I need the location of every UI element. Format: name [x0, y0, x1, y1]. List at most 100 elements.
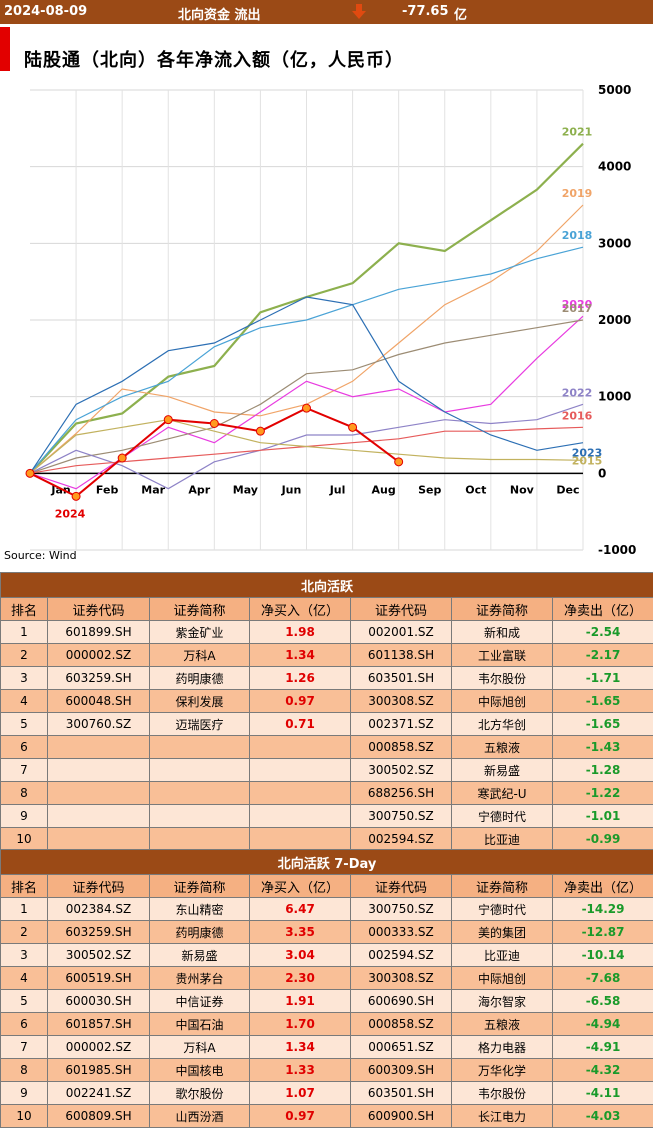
- series-label-2018: 2018: [562, 229, 593, 242]
- table-cell: 新易盛: [452, 759, 553, 782]
- table-cell: 1.26: [250, 667, 351, 690]
- table-cell: 7: [1, 1036, 48, 1059]
- table-cell: 韦尔股份: [452, 667, 553, 690]
- table-cell: 9: [1, 1082, 48, 1105]
- table-cell: 300750.SZ: [351, 805, 452, 828]
- header-unit: 亿: [454, 4, 467, 23]
- series-label-2016: 2016: [562, 409, 593, 422]
- table-cell: -1.65: [553, 690, 653, 713]
- table-cell: 5: [1, 990, 48, 1013]
- table-cell: 迈瑞医疗: [150, 713, 250, 736]
- x-tick-label: Feb: [96, 483, 119, 496]
- table-cell: 歌尔股份: [150, 1082, 250, 1105]
- table-cell: -1.22: [553, 782, 653, 805]
- x-tick-label: Sep: [418, 483, 441, 496]
- table-cell: [150, 736, 250, 759]
- table-cell: -2.17: [553, 644, 653, 667]
- table-cell: 工业富联: [452, 644, 553, 667]
- table-cell: 五粮液: [452, 736, 553, 759]
- x-tick-label: Jul: [329, 483, 346, 496]
- series-label-2024: 2024: [55, 507, 86, 520]
- table-cell: 2: [1, 644, 48, 667]
- table-cell: 新和成: [452, 621, 553, 644]
- table-cell: 五粮液: [452, 1013, 553, 1036]
- chart-source: Source: Wind: [4, 549, 77, 562]
- table-cell: [250, 828, 351, 851]
- table-cell: [250, 759, 351, 782]
- table-cell: 保利发展: [150, 690, 250, 713]
- table-cell: 600809.SH: [48, 1105, 150, 1128]
- y-tick-label: 0: [598, 466, 606, 480]
- table-cell: 601899.SH: [48, 621, 150, 644]
- down-arrow-icon: [352, 4, 366, 20]
- table-cell: -1.01: [553, 805, 653, 828]
- table-cell: 海尔智家: [452, 990, 553, 1013]
- table-cell: 万科A: [150, 1036, 250, 1059]
- series-point-2024: [349, 423, 357, 431]
- table-cell: [150, 759, 250, 782]
- table-cell: -1.28: [553, 759, 653, 782]
- table-cell: 1.70: [250, 1013, 351, 1036]
- table-cell: 1.33: [250, 1059, 351, 1082]
- table-cell: 600309.SH: [351, 1059, 452, 1082]
- table-cell: 比亚迪: [452, 944, 553, 967]
- column-header: 证券简称: [150, 875, 250, 898]
- table-cell: 2.30: [250, 967, 351, 990]
- table-cell: 8: [1, 1059, 48, 1082]
- table-cell: -12.87: [553, 921, 653, 944]
- x-tick-label: Nov: [510, 483, 535, 496]
- table-cell: 3: [1, 944, 48, 967]
- table-cell: 1.34: [250, 644, 351, 667]
- table-cell: 300750.SZ: [351, 898, 452, 921]
- x-tick-label: May: [233, 483, 258, 496]
- x-tick-label: Dec: [556, 483, 579, 496]
- table-cell: 药明康德: [150, 921, 250, 944]
- table-cell: 寒武纪-U: [452, 782, 553, 805]
- table-cell: 美的集团: [452, 921, 553, 944]
- series-label-2019: 2019: [562, 187, 593, 200]
- table-cell: -4.32: [553, 1059, 653, 1082]
- table-cell: -6.58: [553, 990, 653, 1013]
- series-label-2021: 2021: [562, 126, 593, 139]
- table-cell: 1.34: [250, 1036, 351, 1059]
- table-cell: [250, 805, 351, 828]
- table-cell: 600690.SH: [351, 990, 452, 1013]
- table-cell: 000858.SZ: [351, 1013, 452, 1036]
- table-cell: 紫金矿业: [150, 621, 250, 644]
- table-cell: 603501.SH: [351, 1082, 452, 1105]
- table-title: 北向活跃: [1, 573, 653, 598]
- y-tick-label: 5000: [598, 83, 631, 97]
- table-cell: 002371.SZ: [351, 713, 452, 736]
- table-cell: 中际旭创: [452, 690, 553, 713]
- table-cell: 002594.SZ: [351, 828, 452, 851]
- table-cell: 002001.SZ: [351, 621, 452, 644]
- table-cell: 300502.SZ: [48, 944, 150, 967]
- table-cell: 6.47: [250, 898, 351, 921]
- table-cell: -10.14: [553, 944, 653, 967]
- series-point-2024: [118, 454, 126, 462]
- table-cell: 中际旭创: [452, 967, 553, 990]
- series-point-2024: [395, 458, 403, 466]
- table-cell: [48, 828, 150, 851]
- table-title: 北向活跃 7-Day: [1, 850, 653, 875]
- table-cell: 600048.SH: [48, 690, 150, 713]
- table-cell: 002594.SZ: [351, 944, 452, 967]
- table-cell: 8: [1, 782, 48, 805]
- table-cell: 7: [1, 759, 48, 782]
- y-tick-label: 3000: [598, 236, 631, 250]
- x-tick-label: Jun: [281, 483, 302, 496]
- table-cell: 600900.SH: [351, 1105, 452, 1128]
- table-cell: 000002.SZ: [48, 1036, 150, 1059]
- table-cell: 601138.SH: [351, 644, 452, 667]
- table-cell: [150, 782, 250, 805]
- table-cell: -7.68: [553, 967, 653, 990]
